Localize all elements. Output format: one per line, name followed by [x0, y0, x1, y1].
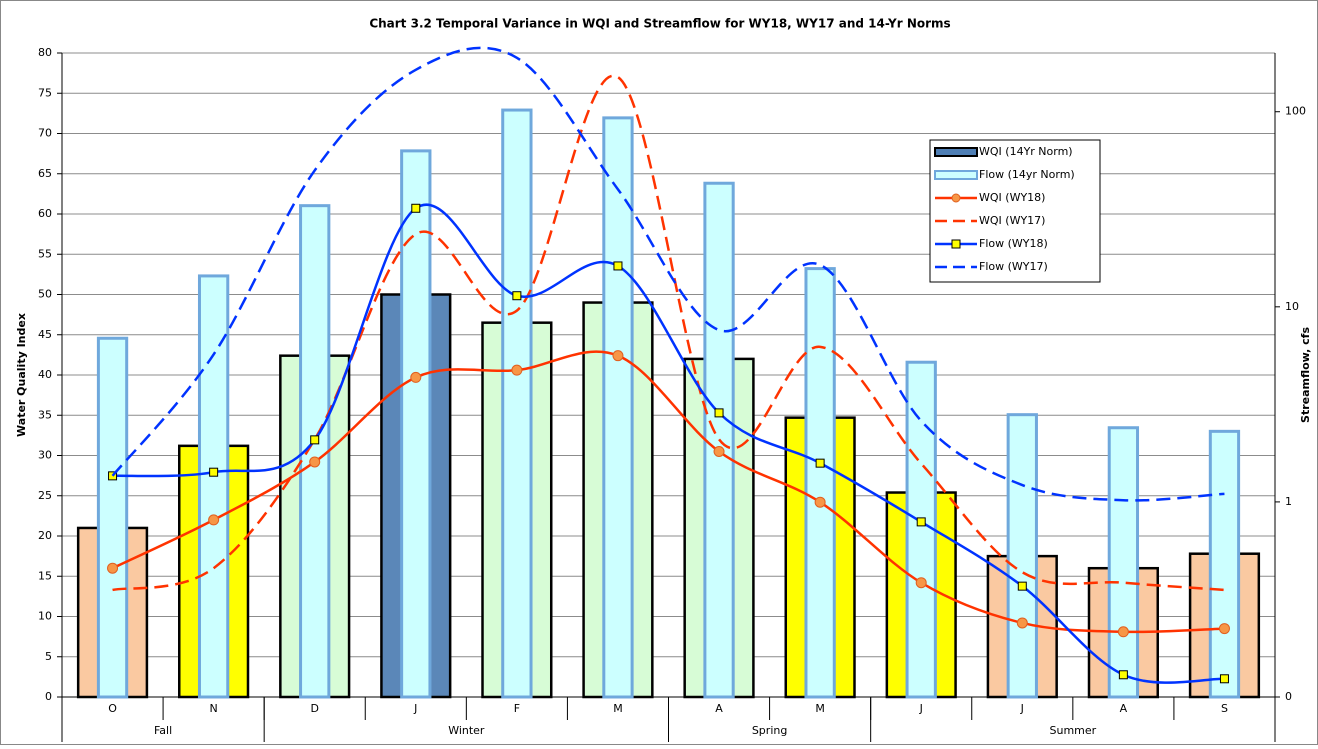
y-tick-label: 65	[38, 167, 52, 180]
y-tick-label: 5	[45, 650, 52, 663]
group-label: Summer	[1049, 724, 1096, 737]
y-tick-label: 40	[38, 368, 52, 381]
y-tick-label: 10	[38, 610, 52, 623]
legend-label: Flow (WY18)	[979, 237, 1048, 250]
marker	[107, 562, 119, 574]
bar	[804, 267, 836, 699]
marker	[1219, 674, 1229, 684]
group-label: Winter	[448, 724, 485, 737]
legend-label: Flow (14yr Norm)	[979, 168, 1075, 181]
group-label: Spring	[752, 724, 788, 737]
x-tick-label: J	[1020, 702, 1024, 715]
marker	[511, 364, 523, 376]
marker	[815, 458, 825, 468]
marker	[310, 435, 320, 445]
marker	[512, 291, 522, 301]
bar	[1107, 426, 1140, 699]
y2-tick-label: 1	[1285, 495, 1292, 508]
line	[111, 46, 1225, 502]
marker	[613, 261, 623, 271]
y2-tick-label: 10	[1285, 300, 1299, 313]
marker	[916, 517, 926, 527]
marker	[410, 371, 422, 383]
marker	[209, 467, 219, 477]
marker	[1117, 626, 1129, 638]
bar	[1006, 413, 1038, 699]
chart-title: Chart 3.2 Temporal Variance in WQI and S…	[369, 17, 950, 31]
marker	[612, 350, 624, 362]
x-tick-label: M	[815, 702, 825, 715]
marker	[714, 408, 724, 418]
y-tick-label: 55	[38, 247, 52, 260]
bar	[197, 274, 230, 699]
y-tick-label: 35	[38, 408, 52, 421]
y-tick-label: 15	[38, 569, 52, 582]
legend-label: Flow (WY17)	[979, 260, 1048, 273]
group-label: Fall	[154, 724, 172, 737]
marker	[1016, 617, 1028, 629]
legend-label: WQI (14Yr Norm)	[979, 145, 1073, 158]
x-tick-label: M	[613, 702, 623, 715]
y-tick-label: 50	[38, 288, 52, 301]
y-tick-label: 30	[38, 449, 52, 462]
bar	[400, 149, 432, 699]
y-tick-label: 80	[38, 46, 52, 59]
marker	[814, 496, 826, 508]
bar	[96, 336, 129, 699]
legend-label: WQI (WY18)	[979, 191, 1045, 204]
y2-tick-label: 0	[1285, 690, 1292, 703]
legend-marker	[951, 239, 961, 249]
y-axis-title: Water Quality Index	[15, 313, 28, 437]
y-tick-label: 70	[38, 127, 52, 140]
bar	[1208, 429, 1241, 699]
marker	[915, 577, 927, 589]
marker	[411, 203, 421, 213]
x-tick-label: S	[1221, 702, 1228, 715]
y-tick-label: 60	[38, 207, 52, 220]
x-tick-label: A	[715, 702, 723, 715]
marker	[309, 456, 321, 468]
x-tick-label: A	[1120, 702, 1128, 715]
y2-tick-label: 100	[1285, 105, 1306, 118]
y-tick-label: 0	[45, 690, 52, 703]
x-tick-label: J	[413, 702, 417, 715]
y2-axis-title: Streamflow, cfs	[1299, 327, 1312, 423]
y-tick-label: 45	[38, 328, 52, 341]
x-tick-label: D	[310, 702, 318, 715]
legend-swatch	[934, 170, 978, 180]
bar	[501, 108, 533, 699]
legend-label: WQI (WY17)	[979, 214, 1045, 227]
x-tick-label: O	[108, 702, 117, 715]
marker	[1218, 623, 1230, 635]
marker	[1118, 670, 1128, 680]
x-tick-label: J	[919, 702, 923, 715]
bar	[602, 116, 634, 699]
marker	[713, 445, 725, 457]
x-tick-label: N	[210, 702, 218, 715]
bar	[905, 360, 937, 699]
y-tick-label: 20	[38, 529, 52, 542]
y-tick-label: 25	[38, 489, 52, 502]
y-tick-label: 75	[38, 86, 52, 99]
legend-swatch	[934, 147, 978, 157]
marker	[208, 514, 220, 526]
legend-marker	[951, 193, 961, 203]
marker	[1017, 581, 1027, 591]
x-tick-label: F	[514, 702, 520, 715]
legend-box	[929, 139, 1101, 283]
